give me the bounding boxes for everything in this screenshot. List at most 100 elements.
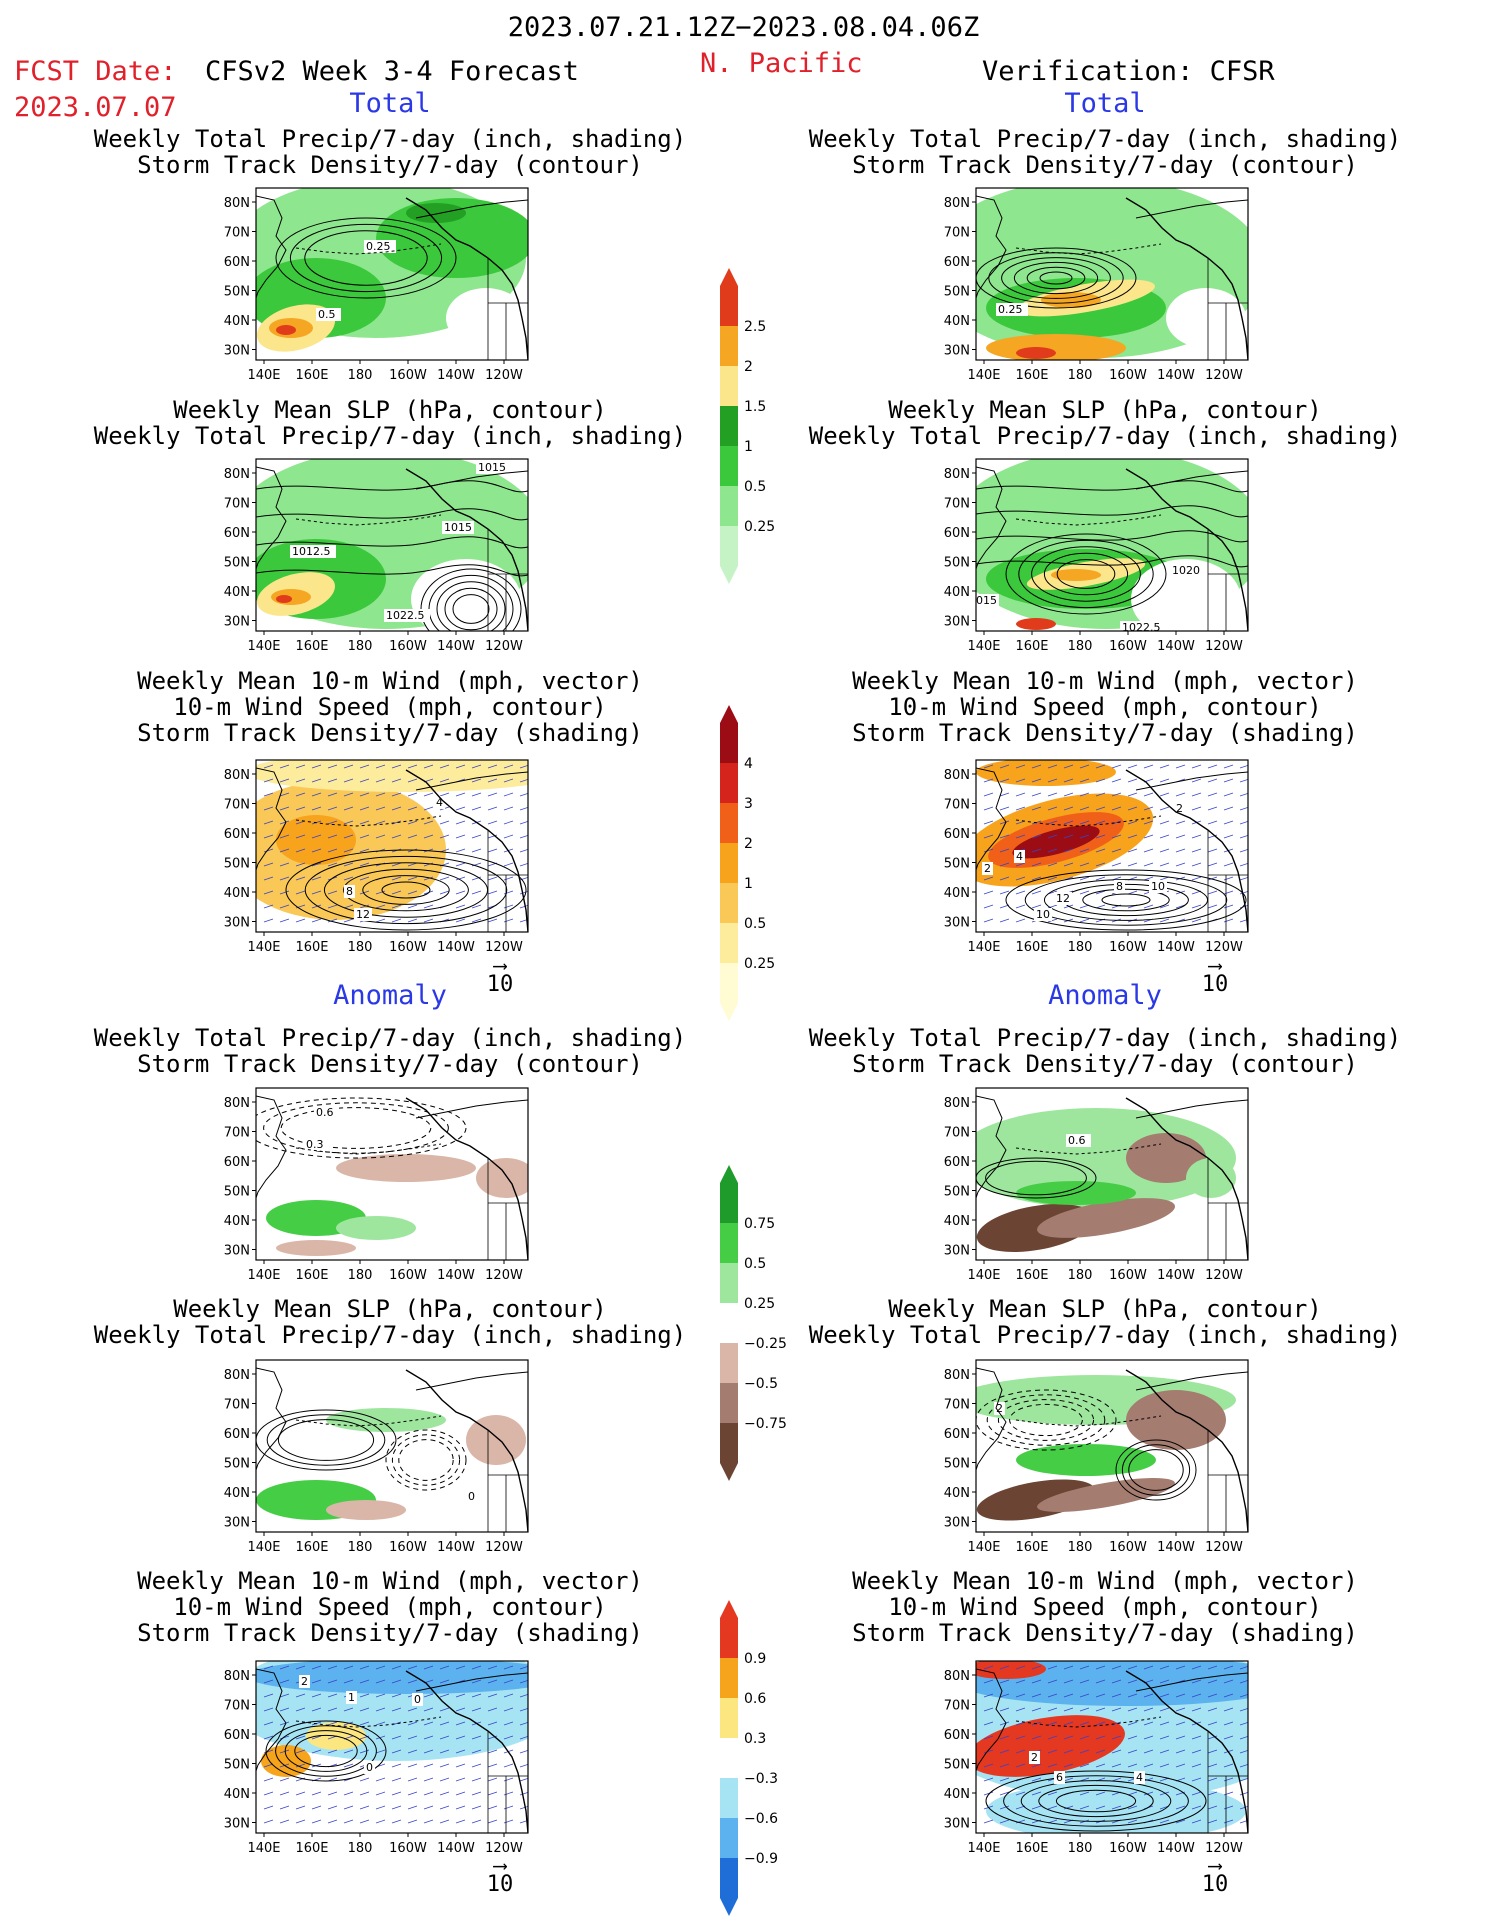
wind-vector [1015,904,1026,909]
political-borders [1207,258,1248,360]
wind-vector [1175,862,1186,867]
wind-vector [295,834,306,839]
wind-vector [471,1819,482,1824]
wind-vector [1047,792,1058,797]
wind-vector [311,764,322,769]
lat-tick-label: 80N [224,467,250,482]
lat-tick-label: 30N [944,1244,970,1259]
wind-vector [1223,1693,1234,1698]
contour-label: 015 [976,594,997,607]
coastline-arctic [415,1371,528,1391]
wind-vector [1079,876,1090,881]
wind-vector [1191,1791,1202,1796]
wind-vector [327,848,338,853]
political-borders [487,258,528,360]
wind-vector [487,806,498,811]
wind-vector [1143,806,1154,811]
contour-line [997,1399,1095,1441]
wind-vector [1191,778,1202,783]
coastline-north-america [405,769,528,932]
wind-vector [295,778,306,783]
wind-vector [407,904,418,909]
wind-vector [439,778,450,783]
wind-vector [439,876,450,881]
wind-vector [1175,1819,1186,1824]
colorbar-label: 0.3 [744,1731,766,1747]
wind-vector [471,918,482,923]
title-ob-anom-precip: Weekly Total Precip/7-day (inch, shading… [808,1024,1402,1078]
title-ob-total-wind: Weekly Mean 10-m Wind (mph, vector) 10-m… [852,667,1358,747]
lat-tick-label: 40N [224,1787,250,1802]
wind-vector [487,1721,498,1726]
wind-vector [1111,862,1122,867]
coastline-arctic [1135,1099,1248,1119]
wind-vector [983,1707,994,1712]
wind-vector [471,1679,482,1684]
wind-vector [295,1805,306,1810]
wind-vector [1127,1749,1138,1754]
wind-vector [311,876,322,881]
wind-vector [279,862,290,867]
wind-vector [439,764,450,769]
lat-tick-label: 30N [224,615,250,630]
wind-vector [1015,1707,1026,1712]
contour-label-bg [316,308,341,321]
lon-tick-label: 160W [389,1540,427,1555]
wind-vector [1143,876,1154,881]
wind-vector [1127,1805,1138,1810]
wind-vector [455,890,466,895]
wind-vector [1143,1721,1154,1726]
wind-vector [1207,1665,1218,1670]
wind-vector [503,862,514,867]
wind-vector [1079,1805,1090,1810]
wind-vector [439,1707,450,1712]
wind-vector [999,1665,1010,1670]
wind-vector [407,1763,418,1768]
shading-region [1126,1133,1206,1183]
wind-vector [1143,1763,1154,1768]
wind-vector [1207,1749,1218,1754]
political-borders [1207,529,1248,631]
wind-vector [423,1791,434,1796]
wind-vector [343,764,354,769]
wind-vector [1063,764,1074,769]
wind-vector [455,1749,466,1754]
wind-vector [1015,1763,1026,1768]
lon-tick-label: 180 [1068,1268,1093,1283]
contour-label-bg [299,1675,310,1688]
wind-vector [391,1763,402,1768]
wind-vector [1095,848,1106,853]
wind-vector [439,1721,450,1726]
lon-tick-label: 120W [1205,1268,1243,1283]
map-frame [255,458,529,632]
wind-vector [1223,1819,1234,1824]
wind-vector [1207,834,1218,839]
map-fc-total-wind: 4 8 12 80N 70N 60N 50N 40N 30N 140E 160E 180 160W 140… [208,759,532,962]
wind-vector [1127,806,1138,811]
contour-label-bg [1054,892,1072,905]
contour-label-bg [314,1106,339,1119]
wind-vector [1143,792,1154,797]
contour-label: 4 [436,796,443,809]
wind-vector [1175,834,1186,839]
lon-tick-label: 120W [1205,368,1243,383]
wind-vector [1047,820,1058,825]
wind-vector [375,1679,386,1684]
wind-vector [1095,1679,1106,1684]
map-ob-anom-wind: 2 6 4 80N 70N 60N 50N 40N 30N 140E 160E 180 160W 140W… [928,1660,1252,1863]
lon-tick-label: 160E [1015,1540,1048,1555]
wind-vector [503,1819,514,1824]
lon-tick-label: 180 [348,368,373,383]
wind-vector [263,1805,274,1810]
wind-vector [503,890,514,895]
wind-vector [999,1707,1010,1712]
contour-line [1005,533,1167,615]
political-borders [1207,1731,1248,1833]
wind-vector [983,876,994,881]
contour-line [304,855,508,925]
lat-tick-label: 80N [944,196,970,211]
wind-vector [1095,1805,1106,1810]
contour-label: 1022.5 [386,609,425,622]
wind-vector [343,1679,354,1684]
wind-vector [343,918,354,923]
